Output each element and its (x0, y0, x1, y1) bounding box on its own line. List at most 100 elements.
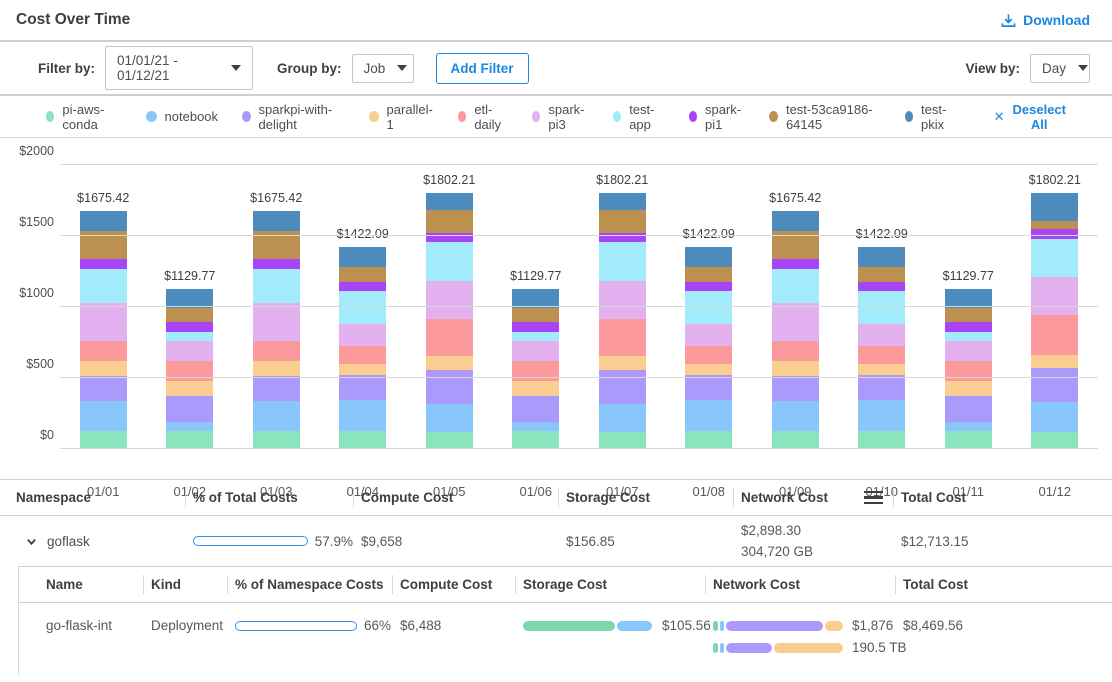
chart-bar[interactable]: $1675.42 (752, 191, 839, 449)
bar-segment-test-app[interactable] (339, 291, 386, 324)
col-compute-cost[interactable]: Compute Cost (392, 567, 515, 602)
bar-segment-sparkpi-with-delight[interactable] (253, 376, 300, 401)
date-range-select[interactable]: 01/01/21 - 01/12/21 (105, 46, 253, 90)
bar-segment-test-app[interactable] (80, 269, 127, 303)
bar-segment-sparkpi-with-delight[interactable] (858, 375, 905, 400)
bar-segment-test-53ca9186-64145[interactable] (858, 267, 905, 283)
bar-segment-test-pkix[interactable] (685, 247, 732, 267)
bar-segment-test-pkix[interactable] (426, 193, 473, 210)
bar-segment-test-app[interactable] (858, 291, 905, 324)
download-button[interactable]: Download (1001, 12, 1090, 28)
bar-segment-etl-daily[interactable] (858, 346, 905, 364)
workload-name-cell[interactable]: go-flask-int (19, 615, 143, 633)
bar-segment-sparkpi-with-delight[interactable] (512, 396, 559, 422)
bar-stack[interactable] (80, 211, 127, 449)
chart-bar[interactable]: $1802.21 (579, 173, 666, 449)
bar-segment-etl-daily[interactable] (772, 341, 819, 361)
bar-segment-etl-daily[interactable] (253, 341, 300, 361)
bar-segment-sparkpi-with-delight[interactable] (1031, 368, 1078, 402)
bar-stack[interactable] (1031, 193, 1078, 449)
chart-bar[interactable]: $1802.21 (406, 173, 493, 449)
bar-segment-pi-aws-conda[interactable] (253, 431, 300, 449)
bar-stack[interactable] (253, 211, 300, 449)
bar-segment-test-app[interactable] (166, 332, 213, 341)
bar-stack[interactable] (945, 289, 992, 449)
bar-segment-notebook[interactable] (858, 400, 905, 431)
bar-segment-test-pkix[interactable] (1031, 193, 1078, 221)
bar-segment-test-app[interactable] (772, 269, 819, 303)
legend-item[interactable]: pi-aws-conda (46, 102, 122, 132)
bar-segment-spark-pi3[interactable] (945, 341, 992, 361)
bar-segment-pi-aws-conda[interactable] (339, 431, 386, 449)
bar-segment-test-pkix[interactable] (599, 193, 646, 210)
bar-segment-test-53ca9186-64145[interactable] (166, 308, 213, 322)
bar-segment-notebook[interactable] (1031, 402, 1078, 432)
bar-segment-test-app[interactable] (1031, 239, 1078, 277)
bar-segment-spark-pi3[interactable] (1031, 277, 1078, 315)
bar-stack[interactable] (166, 289, 213, 449)
bar-segment-parallel-1[interactable] (426, 356, 473, 370)
chart-bar[interactable]: $1675.42 (60, 191, 147, 449)
bar-segment-test-53ca9186-64145[interactable] (426, 210, 473, 233)
chart-bar[interactable]: $1422.09 (839, 227, 926, 449)
legend-item[interactable]: test-app (613, 102, 665, 132)
bar-segment-etl-daily[interactable] (599, 319, 646, 356)
bar-segment-parallel-1[interactable] (166, 381, 213, 397)
bar-segment-test-pkix[interactable] (858, 247, 905, 267)
bar-segment-parallel-1[interactable] (945, 381, 992, 397)
bar-segment-notebook[interactable] (166, 422, 213, 431)
chart-bar[interactable]: $1129.77 (147, 269, 234, 449)
bar-segment-notebook[interactable] (426, 404, 473, 432)
col-network-cost[interactable]: Network Cost (705, 567, 895, 602)
bar-stack[interactable] (339, 247, 386, 449)
bar-segment-sparkpi-with-delight[interactable] (166, 396, 213, 422)
bar-segment-test-53ca9186-64145[interactable] (685, 267, 732, 283)
chart-bar[interactable]: $1422.09 (320, 227, 407, 449)
col-pct-namespace-costs[interactable]: % of Namespace Costs (227, 567, 392, 602)
bar-segment-notebook[interactable] (599, 404, 646, 432)
bar-segment-pi-aws-conda[interactable] (426, 432, 473, 449)
chevron-down-icon[interactable] (26, 536, 37, 547)
legend-item[interactable]: spark-pi3 (532, 102, 589, 132)
bar-segment-parallel-1[interactable] (512, 381, 559, 397)
bar-segment-spark-pi3[interactable] (253, 303, 300, 341)
group-by-select[interactable]: Job (352, 54, 414, 83)
bar-segment-sparkpi-with-delight[interactable] (945, 396, 992, 422)
bar-stack[interactable] (685, 247, 732, 449)
chart-bar[interactable]: $1675.42 (233, 191, 320, 449)
bar-segment-spark-pi1[interactable] (772, 259, 819, 269)
col-compute-cost[interactable]: Compute Cost (353, 480, 558, 515)
bar-stack[interactable] (426, 193, 473, 449)
bar-segment-test-53ca9186-64145[interactable] (1031, 221, 1078, 230)
bar-segment-spark-pi1[interactable] (166, 322, 213, 332)
bar-segment-pi-aws-conda[interactable] (772, 431, 819, 449)
bar-segment-pi-aws-conda[interactable] (685, 431, 732, 449)
bar-segment-spark-pi3[interactable] (80, 303, 127, 341)
bar-segment-notebook[interactable] (772, 401, 819, 431)
col-storage-cost[interactable]: Storage Cost (515, 567, 705, 602)
bar-segment-pi-aws-conda[interactable] (166, 431, 213, 449)
bar-segment-sparkpi-with-delight[interactable] (80, 376, 127, 401)
bar-segment-spark-pi1[interactable] (858, 282, 905, 291)
bar-segment-etl-daily[interactable] (1031, 315, 1078, 355)
namespace-cell[interactable]: goflask (0, 534, 185, 549)
bar-segment-spark-pi1[interactable] (339, 282, 386, 291)
bar-segment-parallel-1[interactable] (858, 364, 905, 376)
bar-segment-spark-pi1[interactable] (685, 282, 732, 291)
bar-segment-test-app[interactable] (512, 332, 559, 341)
bar-segment-test-app[interactable] (599, 242, 646, 281)
bar-segment-pi-aws-conda[interactable] (512, 431, 559, 449)
bar-segment-etl-daily[interactable] (339, 346, 386, 364)
bar-stack[interactable] (858, 247, 905, 449)
bar-segment-test-53ca9186-64145[interactable] (599, 210, 646, 233)
bar-segment-spark-pi3[interactable] (512, 341, 559, 361)
bar-segment-spark-pi3[interactable] (339, 324, 386, 346)
bar-segment-spark-pi1[interactable] (80, 259, 127, 269)
legend-item[interactable]: parallel-1 (369, 102, 434, 132)
bar-segment-etl-daily[interactable] (80, 341, 127, 361)
bar-segment-test-app[interactable] (945, 332, 992, 341)
bar-stack[interactable] (512, 289, 559, 449)
bar-segment-sparkpi-with-delight[interactable] (685, 375, 732, 400)
bar-segment-etl-daily[interactable] (685, 346, 732, 364)
bar-segment-parallel-1[interactable] (339, 364, 386, 376)
